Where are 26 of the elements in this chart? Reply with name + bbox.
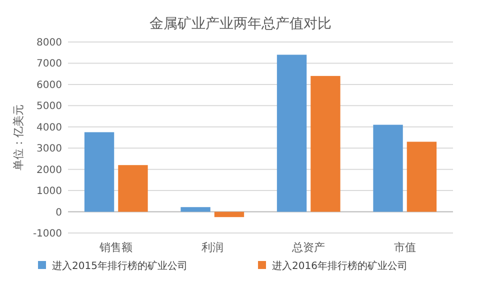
x-tick-label: 销售额 [98, 241, 133, 254]
chart-title: 金属矿业产业两年总产值对比 [150, 16, 332, 32]
x-tick-label: 总资产 [291, 241, 326, 254]
y-tick-label: 3000 [36, 144, 62, 155]
y-tick-label: 7000 [36, 58, 62, 70]
y-tick-label: 5000 [36, 101, 62, 112]
y-tick-label: 2000 [36, 164, 62, 176]
y-tick-label: 4000 [36, 122, 62, 134]
y-axis-title: 单位：亿美元 [12, 104, 25, 170]
x-tick-label: 利润 [201, 241, 224, 254]
bar [310, 76, 340, 212]
bar [373, 124, 403, 212]
y-tick-label: 0 [56, 207, 62, 218]
bar [276, 54, 307, 212]
y-tick-label: 1000 [36, 186, 62, 198]
bar [180, 207, 210, 212]
legend-label: 进入2016年排行榜的矿业公司 [272, 260, 408, 272]
y-tick-label: 8000 [36, 38, 62, 48]
x-tick-label: 市值 [394, 241, 416, 254]
bar [406, 142, 437, 212]
bar [214, 212, 244, 218]
bar [118, 165, 148, 212]
y-tick-label: 6000 [36, 80, 62, 91]
y-tick-label: -1000 [32, 228, 62, 240]
bar [84, 132, 114, 212]
legend-label: 进入2015年排行榜的矿业公司 [52, 260, 188, 272]
